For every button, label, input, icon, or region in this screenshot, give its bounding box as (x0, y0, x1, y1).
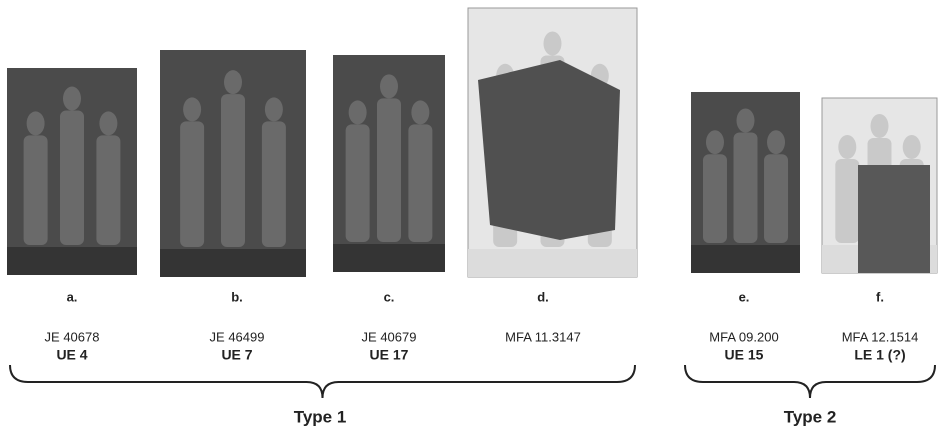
item-letter: a. (67, 289, 78, 304)
figure-head (411, 100, 430, 125)
item-ue: UE 15 (725, 347, 764, 363)
item-letter: b. (231, 289, 243, 304)
item-ue: UE 7 (221, 347, 252, 363)
statue-base (160, 249, 306, 277)
item-id: MFA 12.1514 (842, 329, 919, 344)
figure-head (870, 114, 889, 138)
statue-image (7, 68, 137, 275)
item-ue: UE 4 (56, 347, 87, 363)
figure-head (63, 86, 81, 111)
figure-body (733, 132, 758, 243)
statue-image (691, 92, 800, 273)
item-id: MFA 11.3147 (505, 329, 581, 344)
figure-body (764, 154, 789, 243)
statue-image (467, 7, 638, 278)
item-id: JE 40679 (362, 329, 417, 344)
statue-base (7, 247, 137, 275)
fragment (478, 60, 620, 240)
figure-body (261, 121, 286, 247)
figure-body (345, 124, 370, 242)
figure-body (60, 110, 84, 245)
figure-head (838, 135, 857, 159)
figure-body (702, 154, 727, 243)
figure-head (705, 130, 724, 155)
figure-body (23, 135, 48, 245)
figure-head (264, 97, 283, 122)
figure-body (377, 98, 401, 242)
item-id: JE 46499 (210, 329, 265, 344)
figure-head (26, 111, 45, 136)
statue-image (821, 97, 938, 274)
figure-body (408, 124, 433, 242)
group-brace (684, 364, 936, 399)
item-id: JE 40678 (45, 329, 100, 344)
figure-head (736, 108, 755, 133)
figure-head (380, 74, 398, 99)
item-letter: c. (384, 289, 395, 304)
figure-head (543, 31, 562, 56)
statue-base (333, 244, 445, 272)
item-letter: d. (537, 289, 549, 304)
statue-image (160, 50, 306, 277)
figure-head (348, 100, 367, 125)
item-id: MFA 09.200 (709, 329, 778, 344)
figure-head (224, 70, 242, 95)
figure-body (221, 94, 245, 247)
item-ue: LE 1 (?) (854, 347, 905, 363)
statue-image (333, 55, 445, 272)
figure-body (180, 121, 205, 247)
item-letter: e. (739, 289, 750, 304)
figure-body (835, 159, 860, 243)
statue-base (691, 245, 800, 273)
statue-base (468, 249, 637, 277)
item-ue: UE 17 (370, 347, 409, 363)
figure-head (183, 97, 202, 122)
group-brace (9, 364, 636, 399)
figure-body (96, 135, 121, 245)
figure-head (99, 111, 118, 136)
fragment (858, 165, 930, 273)
group-label: Type 2 (784, 407, 837, 426)
figure-head (767, 130, 786, 155)
figure-head (902, 135, 921, 159)
item-letter: f. (876, 289, 884, 304)
group-label: Type 1 (294, 407, 347, 426)
